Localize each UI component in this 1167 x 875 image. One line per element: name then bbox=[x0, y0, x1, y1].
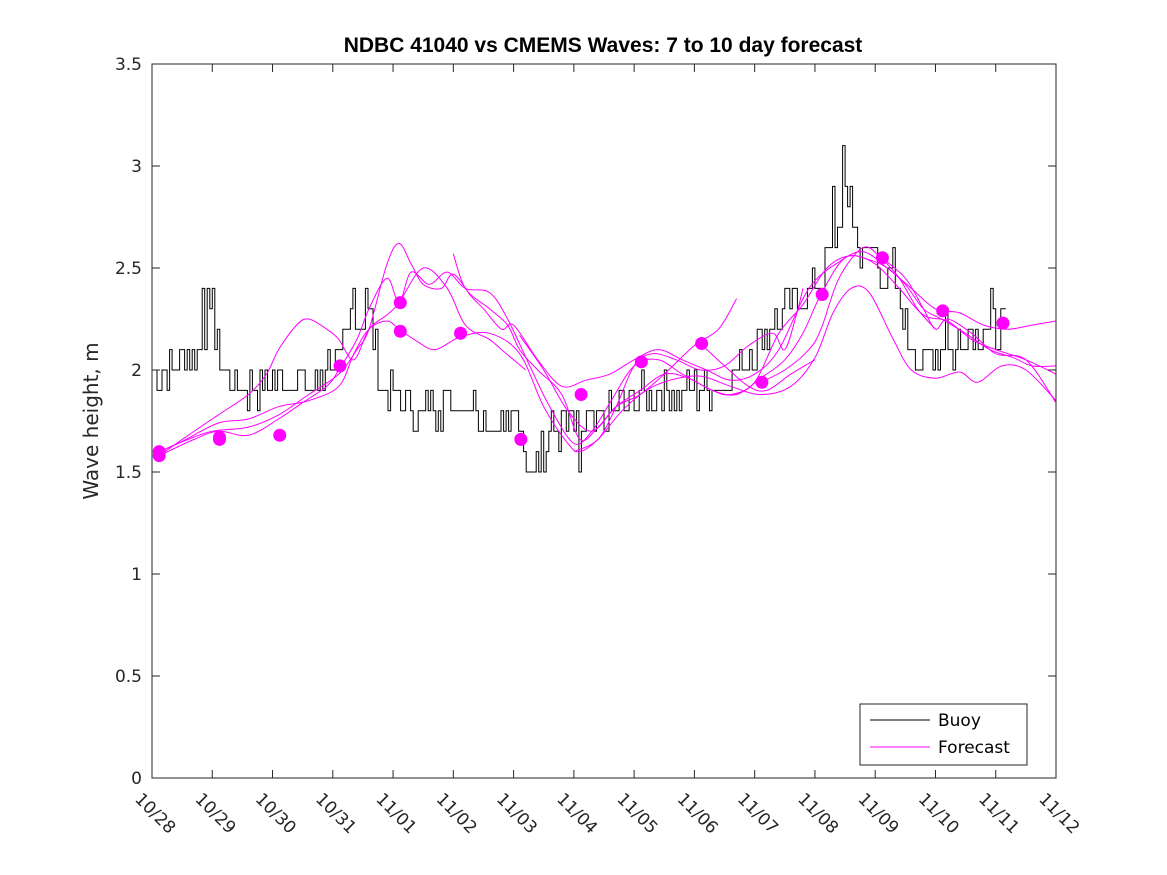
x-tick-label: 10/30 bbox=[251, 789, 300, 838]
forecast-series-line-4 bbox=[159, 242, 1057, 453]
forecast-marker bbox=[454, 326, 468, 340]
forecast-series-line-8 bbox=[760, 246, 1057, 403]
x-tick-label: 11/06 bbox=[673, 789, 722, 838]
forecast-series-line-6 bbox=[519, 298, 738, 432]
forecast-series-line-2 bbox=[158, 285, 1057, 453]
y-tick-label: 1.5 bbox=[115, 463, 142, 483]
x-tick-label: 11/07 bbox=[733, 789, 782, 838]
forecast-marker bbox=[273, 428, 287, 442]
forecast-series-line-3 bbox=[158, 255, 1057, 457]
x-tick-label: 11/12 bbox=[1034, 789, 1083, 838]
x-tick-label: 11/05 bbox=[613, 789, 662, 838]
forecast-marker bbox=[695, 336, 709, 350]
x-tick-label: 11/09 bbox=[854, 789, 903, 838]
forecast-marker bbox=[212, 430, 226, 444]
y-tick-label: 1 bbox=[131, 565, 142, 585]
x-tick-label: 10/29 bbox=[191, 789, 240, 838]
forecast-marker bbox=[634, 355, 648, 369]
forecast-marker bbox=[333, 359, 347, 373]
forecast-series-line-10 bbox=[880, 257, 936, 330]
plot-frame bbox=[151, 63, 1057, 779]
forecast-marker bbox=[574, 387, 588, 401]
x-tick-label: 11/11 bbox=[974, 789, 1023, 838]
forecast-series-line-1 bbox=[158, 267, 527, 457]
forecast-series-line-7 bbox=[573, 288, 804, 453]
forecast-marker bbox=[393, 296, 407, 310]
y-tick-label: 0.5 bbox=[115, 667, 142, 687]
forecast-marker bbox=[815, 288, 829, 302]
x-tick-label: 11/02 bbox=[432, 789, 481, 838]
x-tick-label: 11/04 bbox=[552, 789, 601, 838]
x-tick-label: 11/10 bbox=[914, 789, 963, 838]
forecast-marker bbox=[996, 316, 1010, 330]
forecast-marker bbox=[936, 304, 950, 318]
legend-box bbox=[859, 703, 1028, 766]
y-axis-ticks: 0 0.5 1 1.5 2 2.5 3 3.5 bbox=[115, 55, 1056, 789]
plot-lines bbox=[152, 145, 1057, 473]
forecast-marker bbox=[152, 449, 166, 463]
forecast-series-line-9 bbox=[700, 343, 816, 392]
chart-title: NDBC 41040 vs CMEMS Waves: 7 to 10 day f… bbox=[344, 34, 863, 57]
x-tick-label: 11/01 bbox=[372, 789, 421, 838]
legend-forecast-label: Forecast bbox=[938, 738, 1010, 758]
forecast-marker bbox=[514, 432, 528, 446]
buoy-series-line bbox=[152, 145, 1006, 473]
y-axis-label: Wave height, m bbox=[79, 342, 103, 499]
x-tick-label: 10/28 bbox=[130, 789, 179, 838]
forecast-marker bbox=[393, 324, 407, 338]
x-tick-label: 11/08 bbox=[793, 789, 842, 838]
legend: Buoy Forecast bbox=[859, 703, 1028, 766]
y-tick-label: 3 bbox=[131, 157, 142, 177]
x-tick-label: 10/31 bbox=[311, 789, 360, 838]
y-tick-label: 2.5 bbox=[115, 259, 142, 279]
forecast-marker bbox=[875, 251, 889, 265]
y-tick-label: 2 bbox=[131, 361, 142, 381]
y-tick-label: 0 bbox=[131, 769, 142, 789]
x-tick-label: 11/03 bbox=[492, 789, 541, 838]
forecast-series-line-5 bbox=[452, 253, 1057, 442]
legend-buoy-label: Buoy bbox=[938, 711, 981, 731]
forecast-markers bbox=[152, 251, 1010, 463]
forecast-marker bbox=[755, 375, 769, 389]
y-tick-label: 3.5 bbox=[115, 55, 142, 75]
